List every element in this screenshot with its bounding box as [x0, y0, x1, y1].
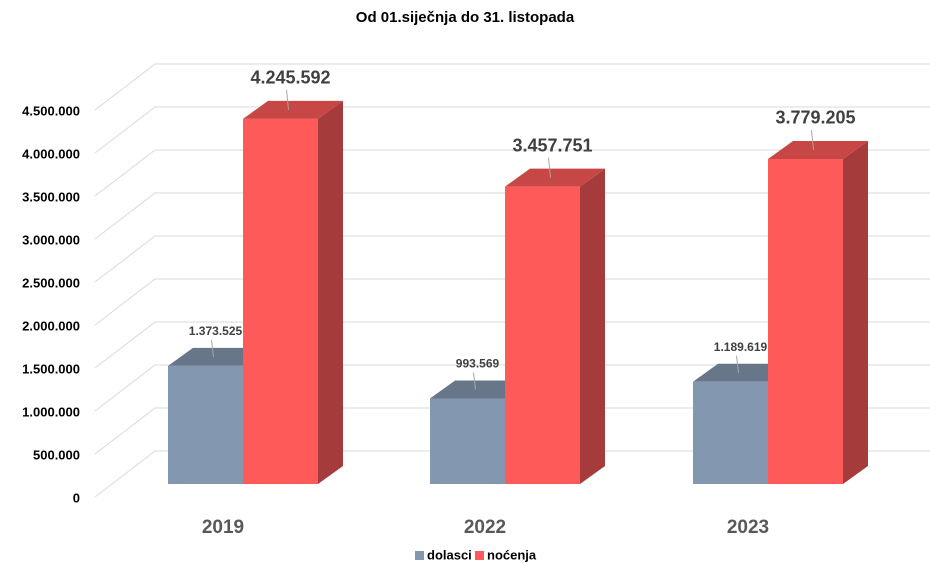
bar-side — [843, 140, 868, 484]
leader-line — [548, 157, 551, 178]
legend-swatch — [475, 551, 484, 560]
bar-top — [505, 168, 605, 187]
grid-line — [94, 149, 930, 197]
grid-line — [94, 278, 930, 326]
bar-side — [318, 100, 343, 484]
y-tick-label: 4.000.000 — [22, 146, 80, 161]
value-label: 1.189.619 — [714, 340, 768, 354]
bar-top — [768, 140, 868, 159]
value-label: 3.457.751 — [512, 135, 592, 155]
chart-title: Od 01.siječnja do 31. listopada — [356, 9, 575, 26]
bar-front — [430, 398, 505, 484]
y-tick-label: 1.500.000 — [22, 361, 80, 376]
leader-line — [736, 355, 739, 373]
bar-side — [580, 168, 605, 484]
grid-line — [94, 364, 930, 412]
y-tick-label: 2.500.000 — [22, 275, 80, 290]
legend-label: dolasci — [427, 547, 472, 562]
y-tick-label: 4.500.000 — [22, 103, 80, 118]
leader-line — [286, 89, 289, 110]
grid-line — [94, 450, 930, 498]
value-label: 4.245.592 — [250, 68, 330, 88]
y-tick-label: 0 — [73, 490, 80, 505]
legend-label: noćenja — [487, 547, 537, 562]
legend-swatch — [415, 551, 424, 560]
x-tick-label: 2023 — [727, 517, 769, 538]
leader-line — [211, 339, 214, 357]
grid-line — [94, 192, 930, 240]
grid-line — [94, 321, 930, 369]
bar-front — [768, 158, 843, 484]
bar-front — [505, 186, 580, 484]
y-tick-label: 500.000 — [33, 447, 80, 462]
grid-line — [94, 63, 930, 111]
value-label: 3.779.205 — [775, 108, 855, 128]
y-tick-label: 3.000.000 — [22, 232, 80, 247]
grid-line — [94, 407, 930, 455]
bar-front — [243, 118, 318, 484]
y-tick-label: 1.000.000 — [22, 404, 80, 419]
x-tick-label: 2019 — [202, 517, 244, 538]
bar-front — [693, 381, 768, 484]
y-tick-label: 2.000.000 — [22, 318, 80, 333]
grid-line — [94, 106, 930, 154]
bar — [768, 140, 868, 484]
bar — [243, 100, 343, 484]
leader-line — [473, 372, 476, 390]
grid-line — [94, 235, 930, 283]
x-tick-label: 2022 — [464, 517, 506, 538]
value-label: 1.373.525 — [189, 324, 243, 338]
bar-front — [168, 365, 243, 484]
value-label: 993.569 — [456, 357, 500, 371]
bar-top — [243, 100, 343, 119]
bar — [505, 168, 605, 484]
y-tick-label: 3.500.000 — [22, 189, 80, 204]
leader-line — [811, 129, 814, 151]
